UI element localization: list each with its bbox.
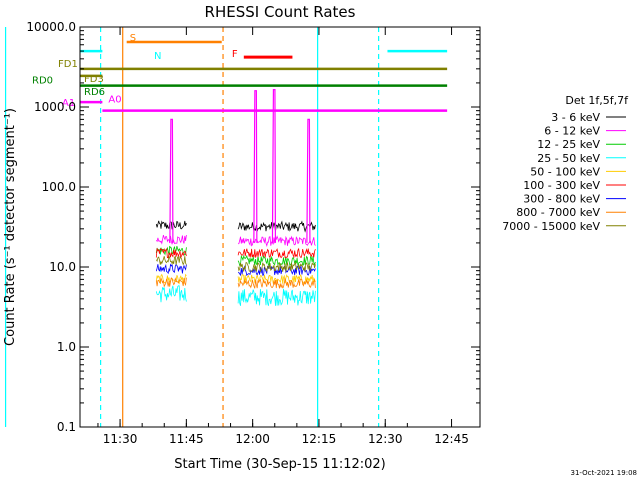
x-tick-label-3: 12:00 [235, 432, 270, 446]
x-tick-label-2: 11:45 [169, 432, 204, 446]
legend-label-0: 3 - 6 keV [551, 111, 600, 124]
series-line-b [237, 247, 316, 259]
y-tick-label-5: 10000.0 [26, 20, 76, 34]
flag-label-fd1: FD1 [58, 59, 78, 70]
flag-label-rd6: RD6 [84, 87, 105, 98]
series-line-b [237, 235, 316, 248]
flag-label-n: N [154, 51, 161, 62]
legend-label-4: 50 - 100 keV [530, 165, 600, 178]
flag-label-fd3: FD3 [84, 74, 104, 85]
legend-title: Det 1f,5f,7f [565, 94, 629, 107]
spike-0 [169, 118, 174, 243]
series-2 [155, 245, 316, 267]
spike-2 [271, 89, 277, 243]
x-tick-label-6: 12:45 [434, 432, 469, 446]
series-line-b [237, 220, 316, 233]
flag-label-a0: A0 [108, 95, 121, 106]
legend-label-5: 100 - 300 keV [523, 179, 600, 192]
series-line-b [237, 261, 316, 272]
flag-label-rd0: RD0 [32, 76, 53, 87]
timestamp: 31-Oct-2021 19:08 [571, 469, 637, 477]
series-7 [155, 277, 316, 289]
data-layer [155, 89, 316, 306]
series-8 [155, 254, 316, 272]
x-tick-label-5: 12:30 [368, 432, 403, 446]
y-tick-label-1: 1.0 [57, 340, 76, 354]
y-tick-label-3: 100.0 [42, 180, 76, 194]
y-tick-label-4: 1000.0 [34, 100, 76, 114]
y-tick-label-2: 10.0 [49, 260, 76, 274]
series-line-a [155, 234, 187, 245]
legend-label-3: 25 - 50 keV [537, 152, 600, 165]
spike-3 [306, 118, 311, 243]
flag-label-f: F [232, 49, 238, 60]
series-line-b [238, 265, 316, 277]
series-line-b [237, 288, 316, 306]
series-5 [155, 247, 316, 260]
x-axis-label: Start Time (30-Sep-15 11:12:02) [174, 457, 385, 472]
legend-label-2: 12 - 25 keV [537, 138, 600, 151]
legend-label-8: 7000 - 15000 keV [502, 220, 600, 233]
axis-ticks: 11:30 11:45 12:00 12:15 12:30 12:45 0.1 1.0 10.0… [26, 20, 480, 446]
series-6 [155, 263, 316, 277]
series-line-a [155, 277, 187, 288]
y-axis-label: Count Rate (s⁻¹ detector segment⁻¹) [3, 108, 18, 346]
legend-label-1: 6 - 12 keV [544, 125, 600, 138]
x-tick-label-4: 12:15 [302, 432, 337, 446]
x-tick-label-1: 11:30 [103, 432, 138, 446]
plot-frame [79, 26, 481, 428]
legend-label-7: 800 - 7000 keV [516, 206, 600, 219]
legend-label-6: 300 - 800 keV [523, 193, 600, 206]
series-0 [155, 220, 316, 233]
series-line-a [155, 247, 187, 260]
series-1 [155, 234, 316, 248]
series-line-a [155, 263, 187, 275]
series-line-a [155, 285, 187, 303]
series-line-a [155, 220, 187, 230]
series-line-b [237, 277, 316, 289]
chart-title: RHESSI Count Rates [205, 3, 356, 21]
series-line-a [155, 254, 187, 266]
series-line-a [155, 245, 187, 256]
spike-1 [253, 90, 258, 243]
flag-label-a1: A1 [62, 98, 75, 109]
series-3 [155, 285, 316, 306]
series-line-b [237, 254, 316, 267]
y-tick-label-0: 0.1 [57, 420, 76, 434]
flag-label-s: S [130, 33, 136, 44]
